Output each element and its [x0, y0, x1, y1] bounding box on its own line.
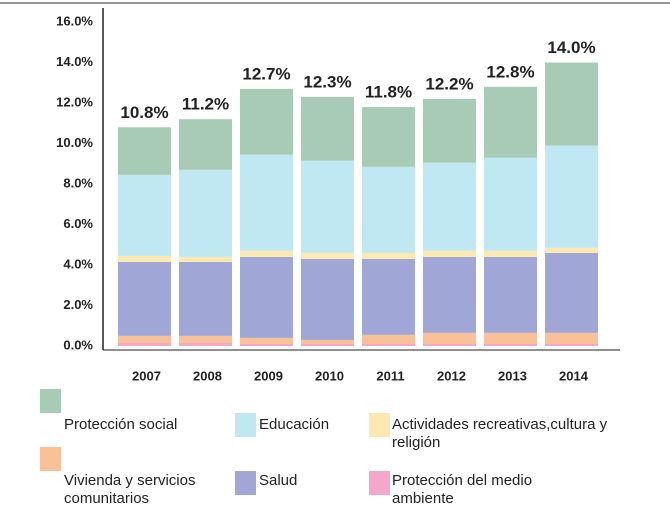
x-tick-label: 2007: [132, 368, 161, 383]
bar-segment: [484, 157, 537, 251]
total-label: 12.8%: [486, 62, 534, 81]
y-tick-label: 14.0%: [56, 54, 93, 69]
x-tick-label: 2011: [376, 368, 404, 383]
y-tick-label: 4.0%: [63, 256, 93, 271]
bar-segment: [484, 332, 537, 344]
bar-segment: [118, 174, 171, 256]
bar-segment: [118, 261, 171, 336]
bar-segment: [545, 62, 598, 146]
legend-swatch: [369, 413, 390, 437]
bar-segment: [179, 119, 232, 170]
y-tick-label: 0.0%: [63, 337, 93, 352]
total-label: 11.8%: [365, 83, 412, 102]
x-tick-label: 2009: [254, 368, 283, 383]
bar-segment: [484, 250, 537, 257]
legend-swatch: [369, 471, 390, 495]
bar-segment: [240, 256, 293, 338]
bar-segment: [484, 256, 537, 333]
legend-swatch: [235, 413, 256, 437]
x-tick-label: 2013: [498, 368, 527, 383]
y-tick-label: 12.0%: [56, 94, 93, 109]
bar-segment: [118, 255, 171, 262]
bar-segment: [545, 343, 598, 346]
bar-segment: [423, 332, 476, 344]
bar-segment: [240, 154, 293, 251]
bar-segment: [118, 335, 171, 343]
legend-label: Salud: [259, 472, 298, 489]
bar-segment: [423, 162, 476, 251]
bar-segment: [545, 332, 598, 344]
bar-segment: [179, 261, 232, 336]
y-tick-label: 6.0%: [63, 216, 93, 231]
total-label: 12.2%: [425, 74, 473, 93]
bar-segment: [301, 96, 354, 161]
bar-segment: [362, 258, 415, 335]
bar-segment: [240, 250, 293, 257]
x-tick-label: 2014: [559, 368, 589, 383]
bar-segment: [240, 88, 293, 155]
bar-segment: [484, 343, 537, 346]
bar-segment: [362, 343, 415, 346]
bar-segment: [301, 258, 354, 340]
bar-segment: [362, 252, 415, 259]
legend-label: Actividades recreativas,cultura y religi…: [392, 416, 608, 451]
bar-segment: [179, 256, 232, 262]
bar-segment: [545, 145, 598, 248]
x-tick-label: 2012: [437, 368, 466, 383]
legend-label: Educación: [259, 416, 330, 433]
bar-segment: [240, 343, 293, 346]
total-label: 14.0%: [547, 38, 595, 57]
x-tick-label: 2008: [193, 368, 222, 383]
bar-segment: [362, 334, 415, 344]
y-tick-label: 2.0%: [63, 297, 93, 312]
bar-segment: [545, 252, 598, 333]
bar-segment: [301, 343, 354, 346]
bar-segment: [423, 256, 476, 333]
bar-segment: [301, 339, 354, 344]
x-tick-label: 2010: [315, 368, 344, 383]
legend-label: Protección social: [64, 416, 178, 433]
total-label: 12.7%: [242, 64, 290, 83]
y-tick-label: 8.0%: [63, 175, 93, 190]
bar-segment: [179, 169, 232, 257]
legend-swatch: [40, 389, 61, 413]
legend-label: Protección del medio ambiente: [392, 472, 533, 506]
bar-segment: [240, 337, 293, 344]
bar-segment: [423, 343, 476, 346]
bar-segment: [484, 86, 537, 158]
legend-swatch: [235, 471, 256, 495]
bar-segment: [362, 166, 415, 253]
bar-segment: [118, 127, 171, 175]
bar-segment: [423, 250, 476, 257]
legend-label: Vivienda y servicios comunitarios: [64, 472, 196, 506]
bar-segment: [179, 335, 232, 343]
y-tick-label: 16.0%: [56, 13, 93, 28]
bar-segment: [545, 247, 598, 253]
bar-segment: [362, 107, 415, 167]
bar-segment: [301, 160, 354, 253]
y-tick-label: 10.0%: [56, 135, 93, 150]
total-label: 11.2%: [182, 95, 229, 114]
bar-segment: [423, 98, 476, 163]
bar-segment: [118, 342, 171, 346]
total-label: 12.3%: [303, 72, 351, 91]
total-label: 10.8%: [120, 103, 168, 122]
bar-segment: [301, 252, 354, 259]
legend-swatch: [40, 447, 61, 471]
bar-segment: [179, 342, 232, 346]
